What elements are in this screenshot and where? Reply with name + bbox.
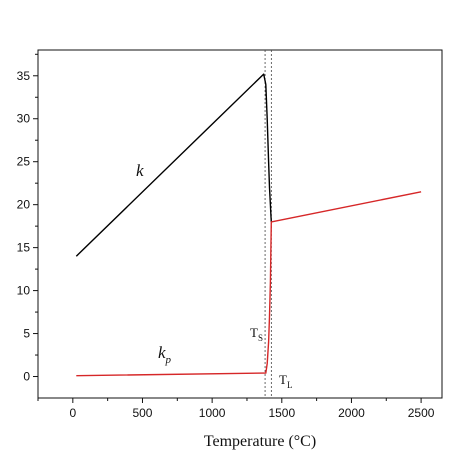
tl-label-subscript: L xyxy=(287,380,293,390)
ts-label-main: T xyxy=(250,325,258,340)
y-tick-label: 5 xyxy=(23,327,30,341)
kp-label-subscript: p xyxy=(165,354,172,366)
y-tick-label: 20 xyxy=(17,198,31,212)
x-tick-label: 2500 xyxy=(408,406,435,420)
x-tick-label: 2000 xyxy=(338,406,365,420)
y-tick-label: 15 xyxy=(17,241,31,255)
ts-label-subscript: S xyxy=(258,333,263,343)
kp-curve-label: kp xyxy=(158,343,172,366)
y-tick-label: 30 xyxy=(17,112,31,126)
x-axis-title: Temperature (°C) xyxy=(204,433,316,450)
series-layer xyxy=(75,73,422,377)
kp-label-main: k xyxy=(158,343,166,362)
x-tick-label: 0 xyxy=(69,406,76,420)
y-tick-label: 0 xyxy=(23,370,30,384)
y-tick-label: 25 xyxy=(17,155,31,169)
y-tick-label: 35 xyxy=(17,69,31,83)
tl-label: TL xyxy=(279,372,292,390)
x-tick-label: 500 xyxy=(132,406,152,420)
axes: 0 500 1000 1500 2000 2500 0 5 10 15 20 25 30 35 xyxy=(17,49,443,420)
series-line-kp xyxy=(76,191,422,377)
plot-frame xyxy=(37,49,443,399)
y-tick-label: 10 xyxy=(17,284,31,298)
annotations: k kp TS TL xyxy=(136,161,292,390)
k-curve-label: k xyxy=(136,161,144,180)
tl-label-main: T xyxy=(279,372,287,387)
x-tick-label: 1000 xyxy=(199,406,226,420)
x-tick-label: 1500 xyxy=(268,406,295,420)
ts-label: TS xyxy=(250,325,263,343)
series-line-k xyxy=(75,73,272,257)
